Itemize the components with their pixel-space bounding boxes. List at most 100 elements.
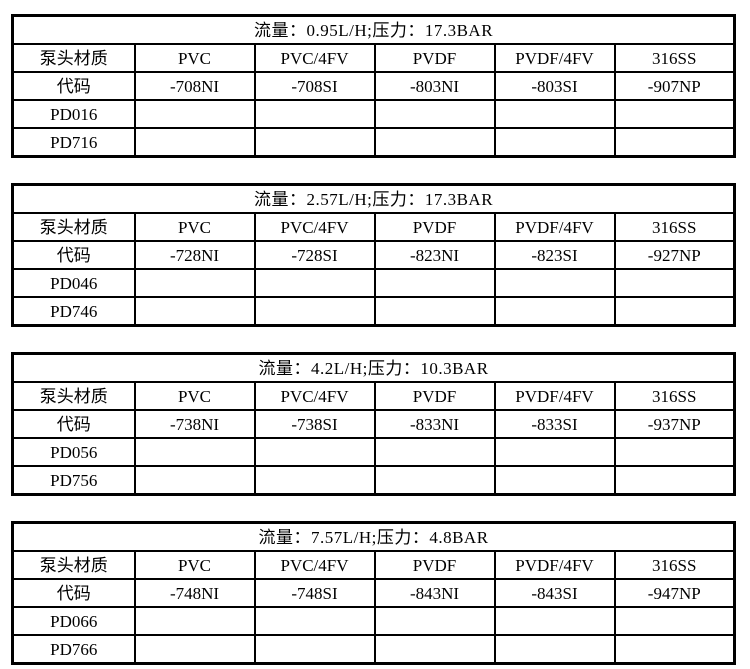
code-cell: -803NI [373, 71, 496, 101]
column-header-pvdf: PVDF [373, 381, 496, 411]
code-cell: -947NP [613, 578, 736, 608]
spec-table-3: 流量：4.2L/H;压力：10.3BAR 泵头材质 PVC PVC/4FV PV… [11, 352, 736, 496]
model-row: PD056 [11, 437, 736, 467]
column-header-316ss: 316SS [613, 212, 736, 242]
empty-cell [373, 606, 496, 636]
header-row: 泵头材质 PVC PVC/4FV PVDF PVDF/4FV 316SS [11, 43, 736, 73]
column-header-pvc4fv: PVC/4FV [253, 550, 376, 580]
empty-cell [133, 437, 256, 467]
empty-cell [253, 606, 376, 636]
code-cell: -738SI [253, 409, 376, 439]
empty-cell [613, 99, 736, 129]
code-row: 代码 -728NI -728SI -823NI -823SI -927NP [11, 240, 736, 270]
empty-cell [253, 634, 376, 665]
column-header-pvdf4fv: PVDF/4FV [493, 212, 616, 242]
column-header-material: 泵头材质 [11, 381, 136, 411]
empty-cell [373, 465, 496, 496]
empty-cell [373, 437, 496, 467]
model-label: PD746 [11, 296, 136, 327]
table-title: 流量：0.95L/H;压力：17.3BAR [11, 14, 736, 45]
column-header-pvc: PVC [133, 550, 256, 580]
code-cell: -748NI [133, 578, 256, 608]
code-cell: -738NI [133, 409, 256, 439]
code-cell: -823NI [373, 240, 496, 270]
code-cell: -833NI [373, 409, 496, 439]
empty-cell [613, 606, 736, 636]
code-cell: -843SI [493, 578, 616, 608]
model-label: PD056 [11, 437, 136, 467]
table-title: 流量：4.2L/H;压力：10.3BAR [11, 352, 736, 383]
table-title: 流量：2.57L/H;压力：17.3BAR [11, 183, 736, 214]
empty-cell [133, 296, 256, 327]
table-title-row: 流量：7.57L/H;压力：4.8BAR [11, 521, 736, 552]
spec-table-2: 流量：2.57L/H;压力：17.3BAR 泵头材质 PVC PVC/4FV P… [11, 183, 736, 327]
empty-cell [613, 268, 736, 298]
column-header-316ss: 316SS [613, 381, 736, 411]
empty-cell [373, 296, 496, 327]
empty-cell [613, 437, 736, 467]
code-cell: -843NI [373, 578, 496, 608]
code-row: 代码 -738NI -738SI -833NI -833SI -937NP [11, 409, 736, 439]
empty-cell [493, 606, 616, 636]
code-row-label: 代码 [11, 409, 136, 439]
column-header-pvc4fv: PVC/4FV [253, 381, 376, 411]
empty-cell [253, 127, 376, 158]
code-cell: -708NI [133, 71, 256, 101]
model-row: PD756 [11, 465, 736, 496]
code-row: 代码 -708NI -708SI -803NI -803SI -907NP [11, 71, 736, 101]
empty-cell [493, 465, 616, 496]
model-label: PD716 [11, 127, 136, 158]
column-header-pvdf4fv: PVDF/4FV [493, 550, 616, 580]
code-cell: -833SI [493, 409, 616, 439]
header-row: 泵头材质 PVC PVC/4FV PVDF PVDF/4FV 316SS [11, 381, 736, 411]
column-header-pvc4fv: PVC/4FV [253, 212, 376, 242]
empty-cell [373, 634, 496, 665]
model-label: PD046 [11, 268, 136, 298]
code-cell: -927NP [613, 240, 736, 270]
header-row: 泵头材质 PVC PVC/4FV PVDF PVDF/4FV 316SS [11, 550, 736, 580]
code-cell: -728SI [253, 240, 376, 270]
column-header-pvdf: PVDF [373, 43, 496, 73]
model-label: PD756 [11, 465, 136, 496]
code-row-label: 代码 [11, 240, 136, 270]
empty-cell [493, 437, 616, 467]
model-label: PD016 [11, 99, 136, 129]
empty-cell [613, 465, 736, 496]
column-header-material: 泵头材质 [11, 43, 136, 73]
empty-cell [493, 296, 616, 327]
empty-cell [253, 465, 376, 496]
empty-cell [253, 437, 376, 467]
empty-cell [133, 99, 256, 129]
column-header-pvc: PVC [133, 212, 256, 242]
column-header-material: 泵头材质 [11, 212, 136, 242]
column-header-material: 泵头材质 [11, 550, 136, 580]
empty-cell [613, 127, 736, 158]
empty-cell [493, 99, 616, 129]
model-row: PD716 [11, 127, 736, 158]
code-row: 代码 -748NI -748SI -843NI -843SI -947NP [11, 578, 736, 608]
code-cell: -748SI [253, 578, 376, 608]
header-row: 泵头材质 PVC PVC/4FV PVDF PVDF/4FV 316SS [11, 212, 736, 242]
empty-cell [253, 268, 376, 298]
column-header-pvdf4fv: PVDF/4FV [493, 381, 616, 411]
empty-cell [613, 296, 736, 327]
empty-cell [133, 634, 256, 665]
model-row: PD766 [11, 634, 736, 665]
model-label: PD766 [11, 634, 136, 665]
table-title: 流量：7.57L/H;压力：4.8BAR [11, 521, 736, 552]
empty-cell [493, 127, 616, 158]
empty-cell [133, 606, 256, 636]
empty-cell [493, 268, 616, 298]
empty-cell [373, 127, 496, 158]
code-cell: -907NP [613, 71, 736, 101]
code-cell: -937NP [613, 409, 736, 439]
spec-table-1: 流量：0.95L/H;压力：17.3BAR 泵头材质 PVC PVC/4FV P… [11, 14, 736, 158]
empty-cell [373, 99, 496, 129]
code-row-label: 代码 [11, 578, 136, 608]
column-header-316ss: 316SS [613, 550, 736, 580]
empty-cell [253, 99, 376, 129]
code-row-label: 代码 [11, 71, 136, 101]
column-header-pvc: PVC [133, 381, 256, 411]
code-cell: -708SI [253, 71, 376, 101]
